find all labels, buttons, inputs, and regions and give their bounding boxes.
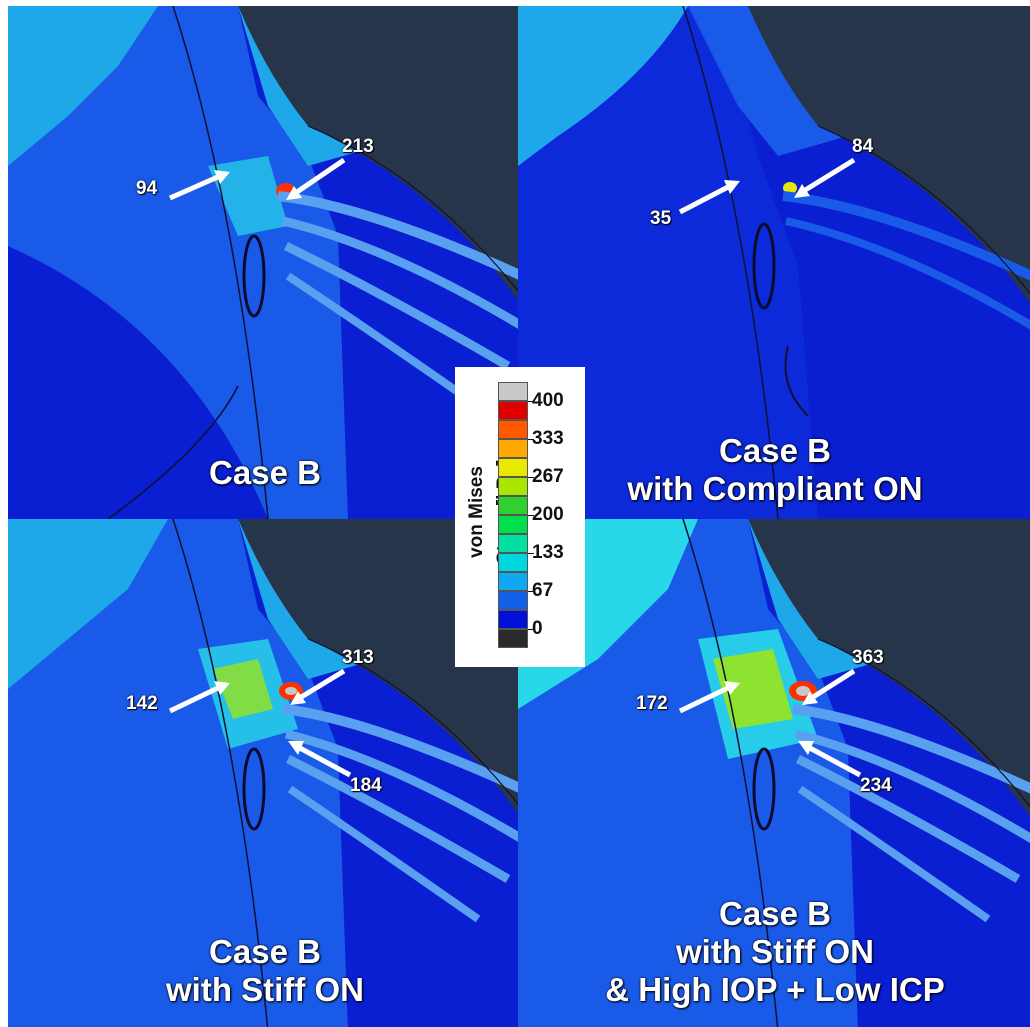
stress-map-stiff [8,519,520,1027]
panel-caption: Case B with Compliant ON [518,432,1030,508]
legend-tick-label: 200 [532,504,564,525]
legend-tick-label: 267 [532,466,564,487]
color-legend: von Mises Stress[kPa] 400 333 267 200 133 67 0 [455,367,585,667]
legend-tick [528,477,534,478]
legend-title: von Mises Stress[kPa] [466,460,515,565]
stress-value-label: 172 [636,693,668,714]
stress-value-label: 234 [860,775,892,796]
stress-value-label: 84 [852,136,874,157]
panel-case-b-compliant: Case B with Compliant ON 35 84 [518,6,1030,519]
legend-tick [528,515,534,516]
legend-tick [528,439,534,440]
legend-swatch [498,553,528,572]
stress-value-label: 94 [136,178,158,199]
panel-case-b: Case B 94 213 [8,6,520,519]
panel-case-b-stiff: Case B with Stiff ON 142 313 184 [8,519,520,1027]
stress-map-stiff-iop-icp [518,519,1030,1027]
legend-swatch [498,439,528,458]
legend-swatch [498,572,528,591]
stress-map-case-b [8,6,520,519]
legend-tick-label: 133 [532,542,564,563]
panel-caption: Case B with Stiff ON & High IOP + Low IC… [518,895,1030,1009]
panel-caption: Case B [8,454,520,492]
legend-tick-label: 400 [532,390,564,411]
legend-tick-label: 0 [532,618,543,639]
legend-swatch [498,610,528,629]
legend-swatch [498,534,528,553]
panel-case-b-stiff-iop-icp: Case B with Stiff ON & High IOP + Low IC… [518,519,1030,1027]
caption-line: with Stiff ON [166,971,364,1008]
stress-value-label: 184 [350,775,382,796]
legend-tick [528,401,534,402]
legend-tick [528,553,534,554]
stress-value-label: 313 [342,647,374,668]
caption-line: Case B [719,432,831,469]
caption-line: with Stiff ON [676,933,874,970]
stress-value-label: 142 [126,693,158,714]
caption-line: Case B [719,895,831,932]
legend-swatch [498,629,528,648]
legend-tick-label: 333 [532,428,564,449]
legend-swatch [498,496,528,515]
legend-swatch [498,458,528,477]
stress-value-label: 213 [342,136,374,157]
caption-line: with Compliant ON [627,470,923,507]
caption-line: Case B [209,454,321,491]
legend-swatch [498,401,528,420]
caption-line: & High IOP + Low ICP [605,971,945,1008]
legend-swatch [498,477,528,496]
stress-map-compliant [518,6,1030,519]
legend-swatch [498,420,528,439]
panel-caption: Case B with Stiff ON [8,933,520,1009]
stress-value-label: 363 [852,647,884,668]
legend-swatch [498,591,528,610]
stress-value-label: 35 [650,208,672,229]
legend-tick [528,591,534,592]
legend-tick [528,629,534,630]
legend-swatch [498,382,528,401]
legend-tick-label: 67 [532,580,554,601]
legend-swatch [498,515,528,534]
caption-line: Case B [209,933,321,970]
